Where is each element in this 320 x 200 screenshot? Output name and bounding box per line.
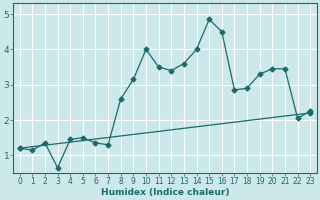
X-axis label: Humidex (Indice chaleur): Humidex (Indice chaleur) xyxy=(101,188,229,197)
